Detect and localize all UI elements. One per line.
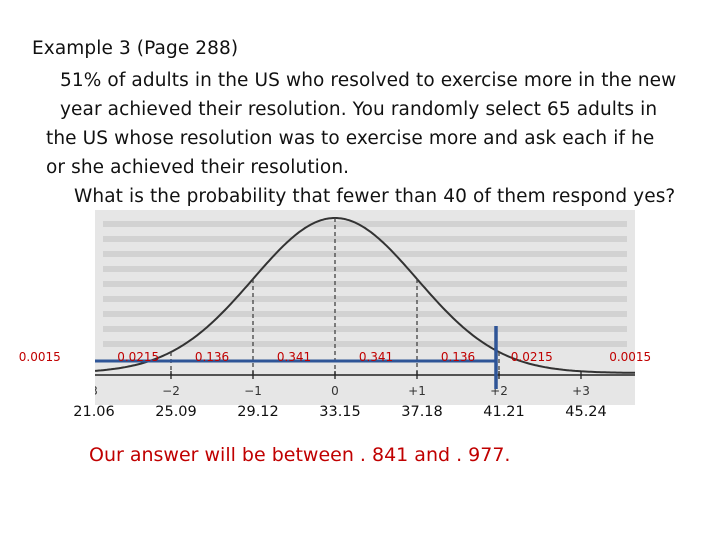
probability-label: 0.0215 [510,350,553,364]
x-value-label: 45.24 [565,404,607,420]
probability-label: 0.341 [358,350,394,364]
answer-text: Our answer will be between . 841 and . 9… [89,444,511,466]
problem-text-line-4: or she achieved their resolution. [46,157,350,178]
axis-ticks: −3 −2 −1 0 +1 +2 +3 [95,371,590,398]
problem-text-line-1: 51% of adults in the US who resolved to … [60,70,677,91]
x-value-label: 33.15 [319,404,361,420]
axis-tick-label: −2 [162,384,180,398]
figure-background [95,210,635,405]
problem-text-line-2: year achieved their resolution. You rand… [60,99,658,120]
example-heading: Example 3 (Page 288) [32,38,239,59]
probability-label: 0.0215 [117,350,160,364]
probability-label: 0.0015 [609,350,652,364]
normal-curve [95,217,635,374]
axis-tick-label: −1 [244,384,262,398]
probability-label: 0.0015 [18,350,61,364]
axis-tick-label: +3 [572,384,590,398]
axis-tick-label: +1 [408,384,426,398]
axis-tick-label: +2 [490,384,508,398]
question-text: What is the probability that fewer than … [74,186,676,207]
axis-tick-label: 0 [331,384,339,398]
x-value-label: 41.21 [483,404,525,420]
probability-label: 0.136 [440,350,476,364]
x-value-label: 21.06 [73,404,115,420]
problem-text-line-3: the US whose resolution was to exercise … [46,128,655,149]
probability-label: 0.341 [276,350,312,364]
normal-curve-figure: −3 −2 −1 0 +1 +2 +3 [95,210,635,405]
x-value-label: 37.18 [401,404,443,420]
probability-bracket [95,326,498,389]
probability-label: 0.136 [194,350,230,364]
x-value-label: 29.12 [237,404,279,420]
std-dev-dividers [170,218,500,375]
scan-text-texture [103,221,627,347]
axis-tick-label: −3 [95,384,98,398]
x-value-label: 25.09 [155,404,197,420]
